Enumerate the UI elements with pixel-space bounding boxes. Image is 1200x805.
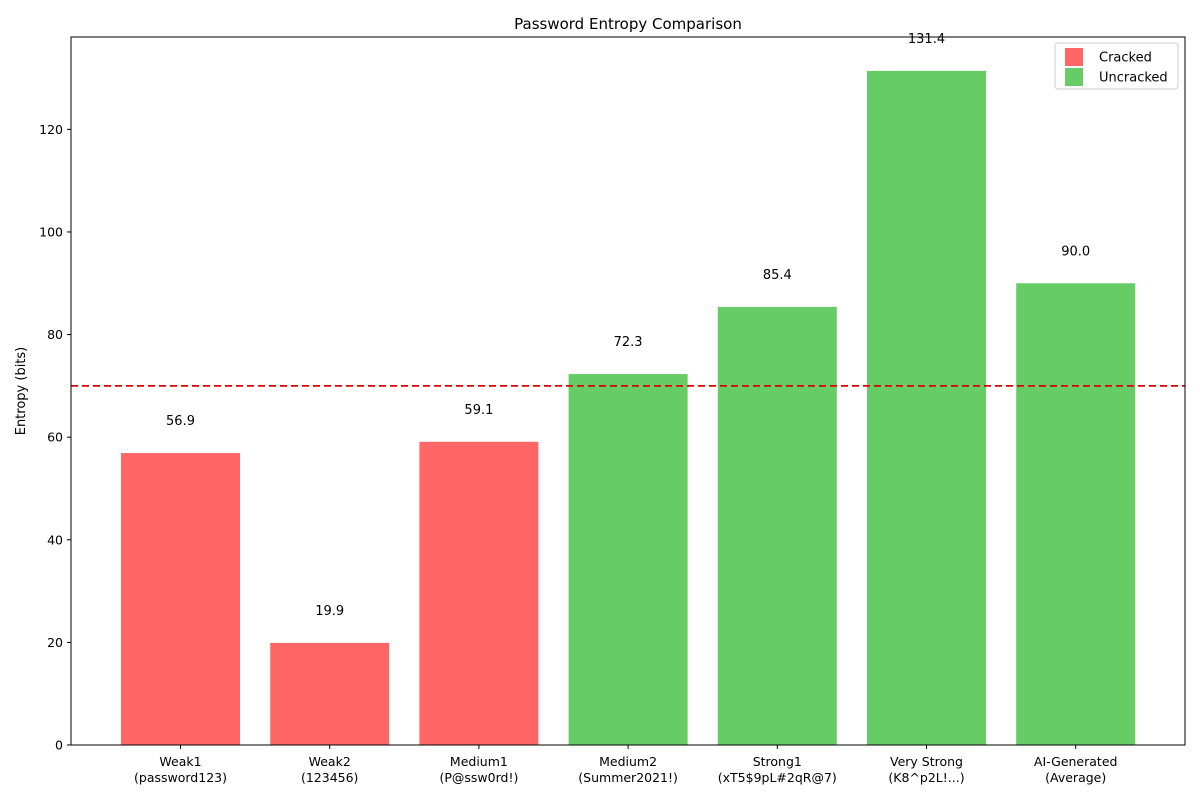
value-label-6: 90.0 — [1061, 244, 1090, 259]
x-tick-label-2-1: (P@ssw0rd!) — [439, 770, 518, 785]
legend-swatch-0 — [1065, 48, 1083, 66]
x-tick-label-5-1: (K8^p2L!...) — [888, 770, 964, 785]
x-tick-label-1-1: (123456) — [301, 770, 358, 785]
x-tick-label-1-0: Weak2 — [309, 754, 351, 769]
value-labels-layer: 56.9 19.9 59.1 72.3 85.4 131.4 90.0 — [166, 32, 1090, 619]
x-tick-label-6-1: (Average) — [1045, 770, 1106, 785]
legend-label-0: Cracked — [1099, 51, 1152, 66]
y-tick-label-2: 40 — [47, 532, 63, 547]
value-label-3: 72.3 — [614, 335, 643, 350]
y-tick-label-3: 60 — [47, 430, 63, 445]
legend-label-1: Uncracked — [1099, 71, 1168, 86]
bar-2 — [419, 441, 539, 745]
bar-4 — [717, 306, 837, 745]
axes-layer: 0 20 40 60 80 100 120 Weak1(password123) Weak2(1… — [39, 36, 1186, 785]
bar-3 — [568, 374, 688, 745]
bars-layer — [121, 70, 1136, 746]
x-tick-label-3-1: (Summer2021!) — [578, 770, 678, 785]
value-label-5: 131.4 — [908, 32, 945, 47]
x-tick-label-0-1: (password123) — [134, 770, 227, 785]
y-tick-label-0: 0 — [55, 738, 63, 753]
y-tick-label-6: 120 — [39, 122, 63, 137]
legend-swatch-1 — [1065, 68, 1083, 86]
chart-title: Password Entropy Comparison — [514, 15, 742, 33]
x-tick-label-4-1: (xT5$9pL#2qR@7) — [718, 770, 837, 785]
x-tick-label-2-0: Medium1 — [450, 754, 508, 769]
x-tick-label-4-0: Strong1 — [753, 754, 802, 769]
bar-5 — [867, 70, 986, 746]
legend: Cracked Uncracked — [1054, 42, 1179, 90]
y-tick-label-1: 20 — [47, 635, 63, 650]
bar-0 — [121, 453, 240, 745]
y-tick-label-5: 100 — [39, 224, 63, 239]
value-label-1: 19.9 — [315, 604, 344, 619]
y-tick-label-4: 80 — [47, 327, 63, 342]
value-label-0: 56.9 — [166, 414, 195, 429]
x-tick-label-6-0: AI-Generated — [1034, 754, 1118, 769]
x-tick-label-5-0: Very Strong — [890, 754, 963, 769]
value-label-4: 85.4 — [763, 268, 792, 283]
x-tick-label-3-0: Medium2 — [599, 754, 657, 769]
legend-box — [1054, 42, 1179, 90]
bar-1 — [270, 642, 390, 745]
bar-6 — [1016, 283, 1136, 745]
value-label-2: 59.1 — [464, 403, 493, 418]
x-tick-label-0-0: Weak1 — [159, 754, 201, 769]
y-axis-label: Entropy (bits) — [14, 347, 29, 436]
